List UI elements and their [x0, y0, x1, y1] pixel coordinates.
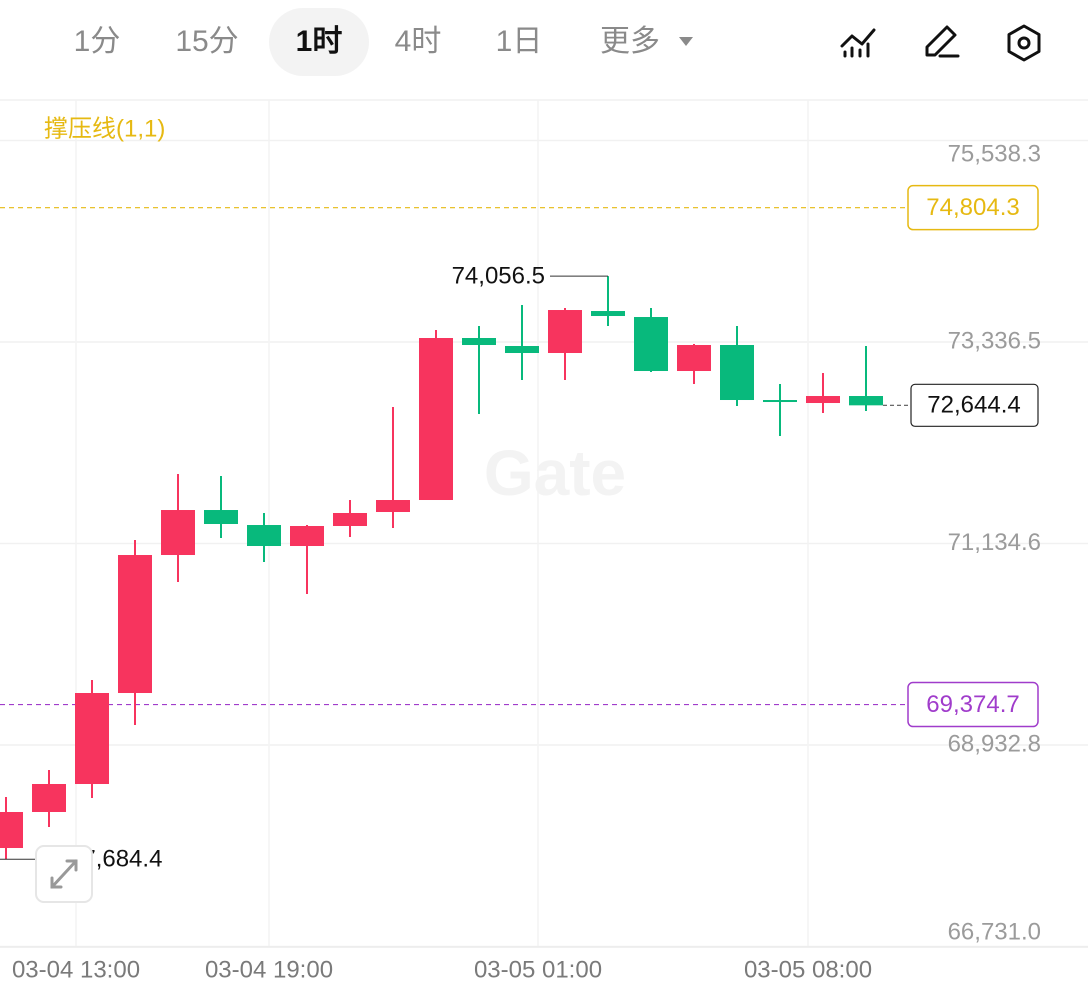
candle-body [290, 526, 324, 547]
level-label: 69,374.7 [926, 691, 1019, 718]
candle-body [548, 310, 582, 354]
tab-selected-bg [269, 8, 369, 76]
x-tick-label: 03-04 13:00 [12, 956, 140, 983]
toolbar-icons [840, 24, 1041, 62]
candle-body [118, 555, 152, 694]
candle-body [634, 317, 668, 372]
indicator-icon[interactable] [840, 28, 876, 58]
expand-button[interactable] [35, 845, 93, 903]
x-tick-label: 03-04 19:00 [205, 956, 333, 983]
candle-body [161, 510, 195, 556]
candle-body [75, 693, 109, 785]
candle-body [333, 513, 367, 527]
candle-body [247, 525, 281, 547]
level-label-box [907, 681, 1039, 728]
candle-body [763, 400, 797, 403]
candle-body [0, 812, 23, 849]
y-tick-label: 68,932.8 [948, 730, 1041, 757]
candle-body [204, 510, 238, 525]
candle-body [591, 311, 625, 317]
candle-body [376, 500, 410, 513]
indicator-label: 撑压线(1,1) [44, 115, 165, 142]
x-tick-label: 03-05 01:00 [474, 956, 602, 983]
candle-body [677, 345, 711, 372]
candle-body [32, 784, 66, 813]
candle-body [419, 338, 453, 501]
watermark: Gate [484, 437, 626, 509]
candle-body [462, 338, 496, 346]
y-tick-label: 71,134.6 [948, 529, 1041, 556]
plot: Gate 66,731.0 68,932.8 71,134.6 73,336.5 75,5… [0, 100, 1088, 983]
tab[interactable]: 1时 [296, 25, 343, 58]
tab[interactable]: 1日 [496, 25, 543, 58]
y-tick-label: 66,731.0 [948, 918, 1041, 945]
candle-body [720, 345, 754, 401]
candle-body [505, 346, 539, 354]
tab[interactable]: 4时 [395, 25, 442, 58]
level-label-box [907, 184, 1039, 231]
candle-body [806, 396, 840, 404]
tab[interactable]: 15分 [175, 25, 238, 58]
tab[interactable]: 更多 [600, 25, 660, 58]
settings-icon[interactable] [1007, 24, 1041, 62]
draw-icon[interactable] [925, 25, 960, 58]
level-label: 74,804.3 [926, 194, 1019, 221]
last-price-box [910, 383, 1039, 427]
dropdown-arrow [679, 37, 693, 46]
last-price-label: 72,644.4 [927, 392, 1020, 419]
x-tick-label: 03-05 08:00 [744, 956, 872, 983]
candle-body [849, 396, 883, 406]
y-tick-label: 73,336.5 [948, 327, 1041, 354]
high-marker-label: 74,056.5 [452, 262, 545, 289]
y-tick-label: 75,538.3 [948, 140, 1041, 167]
tab[interactable]: 1分 [74, 25, 121, 58]
